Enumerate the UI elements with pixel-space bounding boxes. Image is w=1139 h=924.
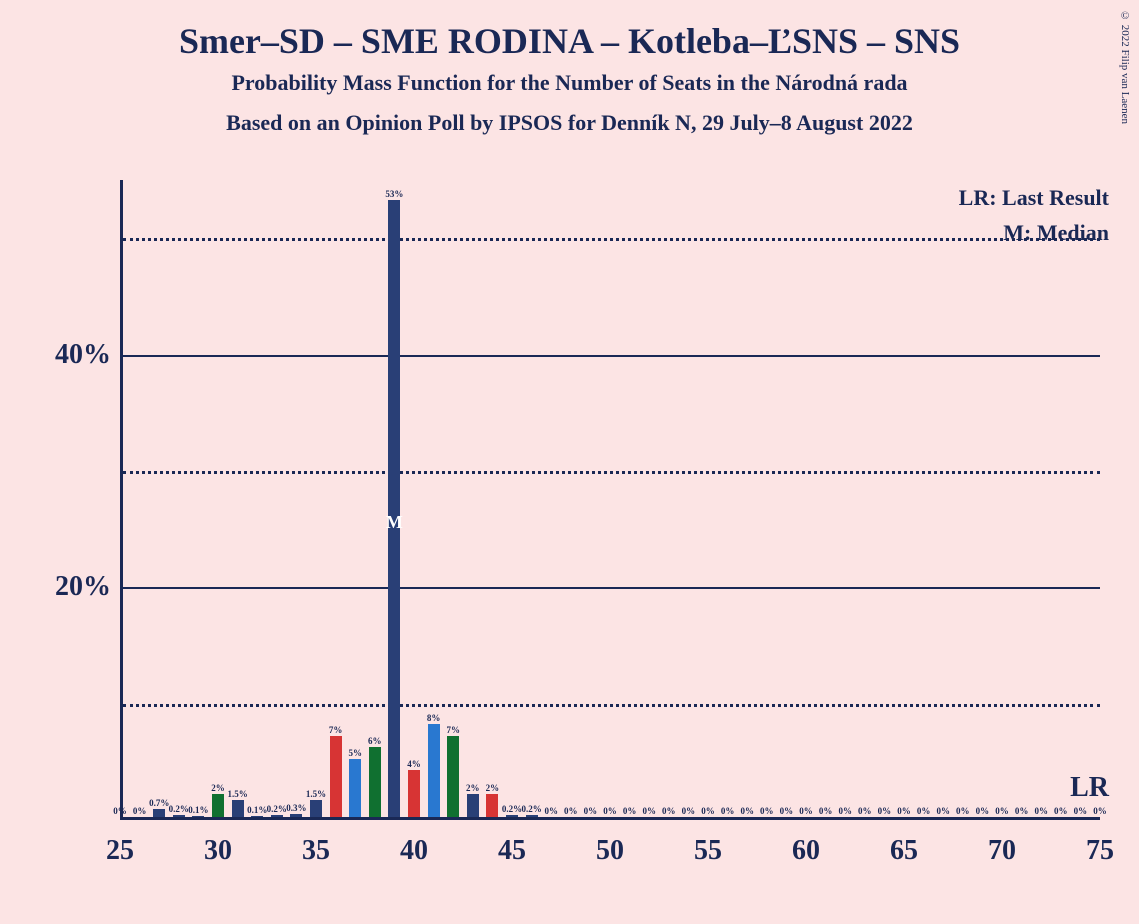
plot-area: [120, 180, 1100, 820]
y-tick-label: 40%: [55, 339, 111, 371]
bar-value-label: 0.2%: [267, 804, 287, 814]
bar: [251, 816, 263, 817]
bar: [290, 814, 302, 817]
bar: [330, 736, 342, 817]
bar-value-label: 2%: [466, 783, 480, 793]
bar-value-label: 0%: [564, 806, 578, 816]
chart-title: Smer–SD – SME RODINA – Kotleba–ĽSNS – SN…: [0, 20, 1139, 62]
bar-value-label: 0.2%: [502, 804, 522, 814]
y-axis: [120, 180, 123, 820]
x-tick-label: 40: [400, 835, 428, 867]
x-tick-label: 35: [302, 835, 330, 867]
bar: [369, 747, 381, 817]
bar: [212, 794, 224, 817]
chart-subtitle-2: Based on an Opinion Poll by IPSOS for De…: [0, 110, 1139, 136]
bar-value-label: 0%: [976, 806, 990, 816]
bar-value-label: 0%: [740, 806, 754, 816]
bar-value-label: 0%: [878, 806, 892, 816]
bar-value-label: 2%: [211, 783, 225, 793]
gridline-minor: [123, 238, 1100, 241]
x-tick-label: 65: [890, 835, 918, 867]
bar-value-label: 0%: [1093, 806, 1107, 816]
bar: [153, 809, 165, 817]
chart-container: Smer–SD – SME RODINA – Kotleba–ĽSNS – SN…: [0, 0, 1139, 924]
x-tick-label: 60: [792, 835, 820, 867]
gridline-major: [123, 587, 1100, 589]
bar-value-label: 0.2%: [169, 804, 189, 814]
x-tick-label: 45: [498, 835, 526, 867]
bar: [486, 794, 498, 817]
gridline-minor: [123, 471, 1100, 474]
bar-value-label: 0%: [662, 806, 676, 816]
bar-value-label: 0.1%: [188, 805, 208, 815]
bar-value-label: 0%: [701, 806, 715, 816]
bar-value-label: 0%: [133, 806, 147, 816]
bar-value-label: 0%: [113, 806, 127, 816]
bar: [173, 815, 185, 817]
bar-value-label: 0%: [936, 806, 950, 816]
bar-value-label: 0%: [1034, 806, 1048, 816]
bar-value-label: 0.2%: [521, 804, 541, 814]
median-marker: M: [386, 512, 403, 533]
bar-value-label: 0%: [603, 806, 617, 816]
bar-value-label: 1.5%: [227, 789, 247, 799]
bar-value-label: 0%: [956, 806, 970, 816]
bar-value-label: 0%: [623, 806, 637, 816]
bar-value-label: 0%: [544, 806, 558, 816]
bar-value-label: 7%: [446, 725, 460, 735]
bar-value-label: 0%: [1015, 806, 1029, 816]
bar-value-label: 0%: [682, 806, 696, 816]
bar: [192, 816, 204, 817]
bar-value-label: 0.7%: [149, 798, 169, 808]
bar-value-label: 2%: [486, 783, 500, 793]
x-tick-label: 55: [694, 835, 722, 867]
bar-value-label: 0%: [760, 806, 774, 816]
x-tick-label: 75: [1086, 835, 1114, 867]
bar-value-label: 0%: [917, 806, 931, 816]
gridline-minor: [123, 704, 1100, 707]
bar: [408, 770, 420, 817]
chart-subtitle-1: Probability Mass Function for the Number…: [0, 70, 1139, 96]
bar-value-label: 8%: [427, 713, 441, 723]
y-tick-label: 20%: [55, 571, 111, 603]
bar-value-label: 0%: [799, 806, 813, 816]
bar-value-label: 0%: [858, 806, 872, 816]
bar-value-label: 0%: [819, 806, 833, 816]
bar-value-label: 1.5%: [306, 789, 326, 799]
x-tick-label: 30: [204, 835, 232, 867]
bar-value-label: 0%: [1074, 806, 1088, 816]
bar: [349, 759, 361, 817]
bar: [310, 800, 322, 817]
gridline-major: [123, 355, 1100, 357]
bar: [271, 815, 283, 817]
bar-value-label: 0%: [642, 806, 656, 816]
bar-value-label: 5%: [348, 748, 362, 758]
x-axis: [120, 817, 1100, 820]
bar-value-label: 0%: [721, 806, 735, 816]
copyright-text: © 2022 Filip van Laenen: [1119, 10, 1131, 124]
bar-value-label: 0%: [780, 806, 794, 816]
x-tick-label: 50: [596, 835, 624, 867]
bar-value-label: 0%: [584, 806, 598, 816]
x-tick-label: 70: [988, 835, 1016, 867]
bar-value-label: 6%: [368, 736, 382, 746]
bar-value-label: 0.1%: [247, 805, 267, 815]
bar-value-label: 0%: [838, 806, 852, 816]
bar-value-label: 0%: [1054, 806, 1068, 816]
bar-value-label: 0%: [995, 806, 1009, 816]
bar: [447, 736, 459, 817]
bar: [388, 200, 400, 817]
bar: [467, 794, 479, 817]
bar: [526, 815, 538, 817]
bar: [506, 815, 518, 817]
bar-value-label: 4%: [407, 759, 421, 769]
bar: [428, 724, 440, 817]
bar-value-label: 0%: [897, 806, 911, 816]
bar: [232, 800, 244, 817]
bar-value-label: 53%: [385, 189, 403, 199]
x-tick-label: 25: [106, 835, 134, 867]
bar-value-label: 0.3%: [286, 803, 306, 813]
bar-value-label: 7%: [329, 725, 343, 735]
